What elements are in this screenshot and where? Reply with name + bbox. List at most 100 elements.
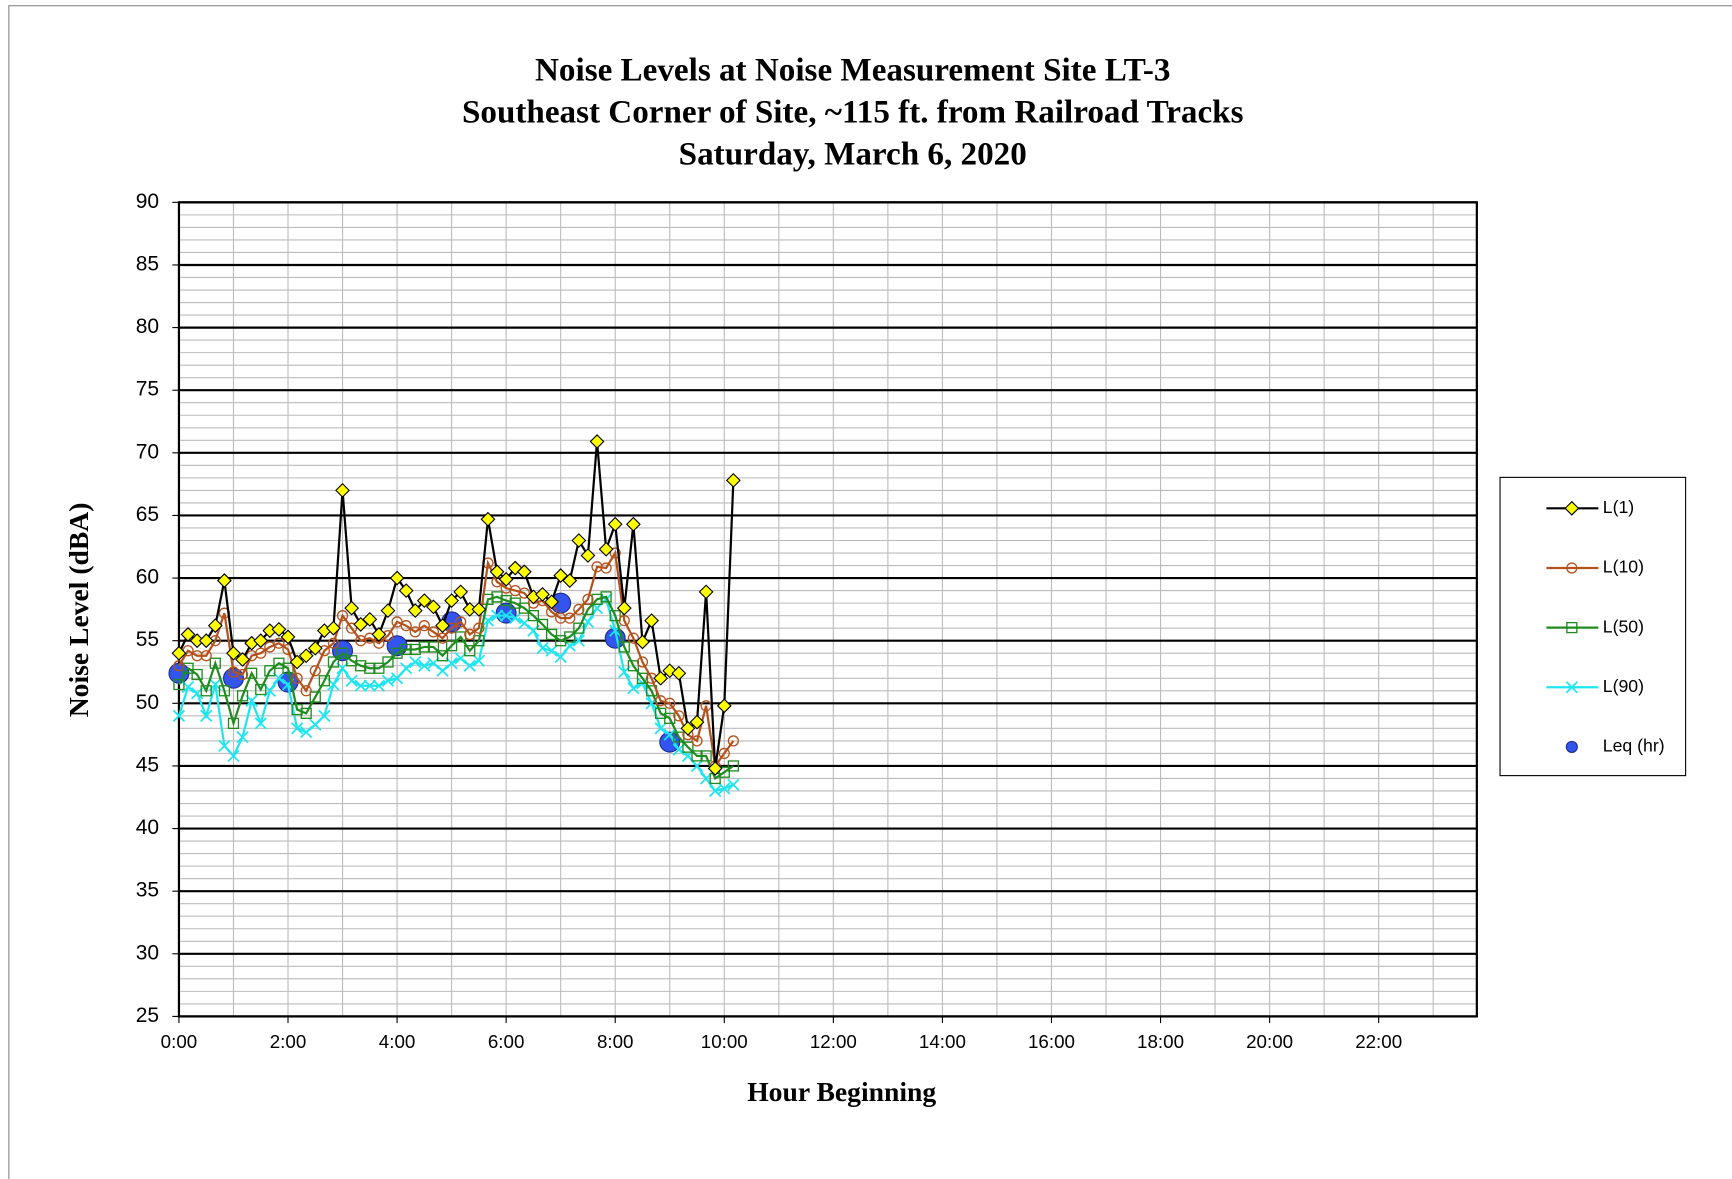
marker [227,749,240,763]
marker [235,652,250,667]
marker [264,665,276,677]
marker [200,709,213,722]
y-tick-label: 45 [136,753,159,776]
x-tick-label: 2:00 [270,1031,307,1052]
marker [418,659,431,672]
marker [725,472,741,488]
marker [300,725,313,739]
marker [463,659,476,672]
marker [554,650,567,664]
marker [309,691,321,703]
marker [536,618,549,631]
legend-label: Leq (hr) [1603,736,1665,756]
marker [589,434,605,449]
x-tick-label: 12:00 [810,1031,857,1052]
marker [236,668,249,681]
marker [471,601,487,617]
marker [718,782,731,795]
marker [255,683,267,696]
marker [500,594,512,607]
marker [509,612,522,625]
marker [636,672,649,684]
marker [691,735,703,747]
marker [727,760,740,772]
y-tick-label: 40 [136,816,159,839]
marker [227,717,240,729]
x-tick-label: 22:00 [1355,1031,1402,1052]
legend-label: L(10) [1603,557,1644,577]
marker [518,587,530,599]
marker [335,482,350,498]
marker [609,547,621,559]
marker [289,654,305,670]
chart-title: Saturday, March 6, 2020 [679,136,1027,173]
marker [255,647,267,659]
marker [372,679,386,692]
marker [498,571,514,587]
marker [390,672,404,685]
marker [200,685,212,697]
y-tick-label: 90 [136,190,159,213]
marker [564,631,576,643]
marker [600,591,612,603]
marker [409,655,422,669]
marker [362,611,378,627]
marker [207,618,223,634]
marker [445,640,458,652]
marker [727,778,740,791]
marker [582,593,594,605]
marker [173,660,185,672]
chart-title: Noise Levels at Noise Measurement Site L… [535,52,1170,89]
marker [618,615,630,627]
marker [609,610,621,622]
marker [718,766,730,778]
marker [591,561,603,573]
marker [364,632,376,644]
marker [527,610,540,622]
marker [571,533,587,548]
marker [191,668,203,681]
marker [473,635,485,647]
marker [398,583,414,599]
marker [180,627,196,642]
marker [682,741,694,753]
marker [691,750,703,762]
marker [689,714,705,730]
marker [291,672,303,684]
marker [436,632,449,644]
marker [427,641,440,653]
marker [536,642,549,655]
marker [391,647,403,659]
y-tick-label: 70 [136,440,159,463]
x-tick-label: 10:00 [701,1031,748,1052]
marker [253,633,269,649]
y-tick-label: 55 [136,628,159,651]
marker [564,612,576,624]
legend-label: L(50) [1603,616,1644,636]
marker [300,707,312,719]
marker [455,616,467,628]
marker [709,784,722,798]
marker [382,656,394,668]
marker [236,730,249,744]
x-tick-label: 6:00 [488,1031,525,1052]
marker [680,720,696,736]
marker [280,629,296,645]
marker [625,516,641,532]
marker [307,640,323,656]
marker [236,690,249,702]
x-tick-label: 8:00 [597,1031,634,1052]
marker [600,562,612,574]
marker [371,627,387,642]
marker [400,620,412,632]
marker [1565,740,1578,753]
marker [636,656,649,668]
legend-label: L(1) [1603,497,1634,517]
marker [545,644,558,657]
marker [591,593,603,605]
marker [344,600,360,616]
marker [416,593,432,609]
marker [336,610,349,622]
marker [580,548,596,563]
marker [226,645,241,661]
